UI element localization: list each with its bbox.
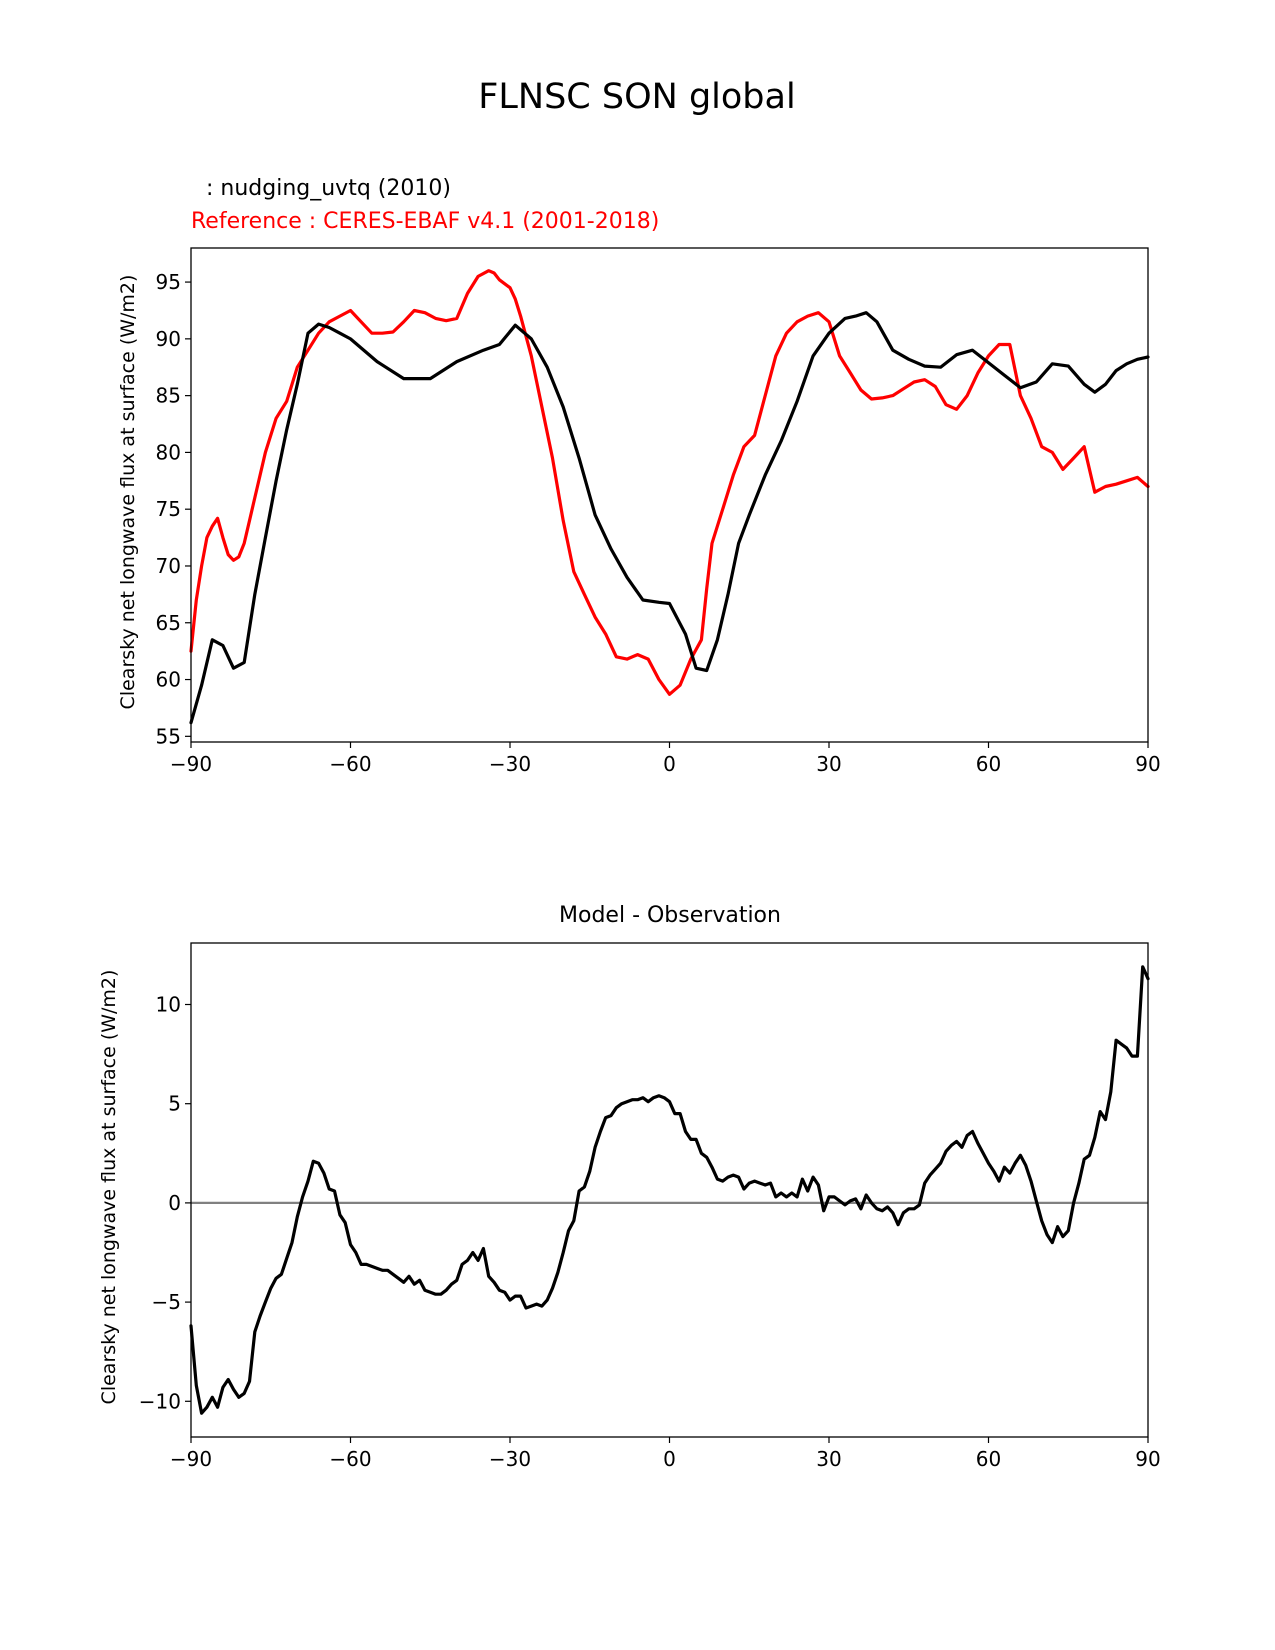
- bottom-y-tick-label: 10: [156, 993, 181, 1017]
- top-y-tick-label: 75: [156, 497, 181, 521]
- bottom-y-tick-label: −5: [152, 1290, 181, 1314]
- top-x-tick-label: 0: [663, 752, 676, 776]
- top-series-line-reference: [189, 269, 1150, 696]
- top-ticks: −90 −60 −30 0 30 60 90 55 60 65 70 75 80 85 90 95: [156, 270, 1161, 776]
- top-y-axis-label: Clearsky net longwave flux at surface (W…: [117, 275, 139, 710]
- top-x-tick-label: 60: [976, 752, 1001, 776]
- top-y-tick-label: 85: [156, 384, 181, 408]
- bottom-y-axis-label: Clearsky net longwave flux at surface (W…: [98, 970, 120, 1405]
- bottom-y-tick-label: −10: [139, 1389, 181, 1413]
- bottom-title: Model - Observation: [559, 903, 781, 928]
- top-y-tick-label: 60: [156, 668, 181, 692]
- bottom-series-line-difference: [189, 965, 1150, 1415]
- reference-title: Reference : CERES-EBAF v4.1 (2001-2018): [191, 209, 659, 234]
- bottom-x-tick-label: 60: [976, 1447, 1001, 1471]
- bottom-axes-frame: [190, 942, 1149, 1438]
- top-y-tick-label: 55: [156, 724, 181, 748]
- bottom-x-tick-label: −60: [329, 1447, 371, 1471]
- top-x-tick-label: −90: [170, 752, 212, 776]
- bottom-ticks: −90 −60 −30 0 30 60 90 −10 −5 0 5 10: [139, 993, 1161, 1471]
- bottom-x-tick-label: −90: [170, 1447, 212, 1471]
- top-y-tick-label: 95: [156, 270, 181, 294]
- top-x-tick-label: 30: [816, 752, 841, 776]
- bottom-x-tick-label: 0: [663, 1447, 676, 1471]
- bottom-x-tick-label: 30: [816, 1447, 841, 1471]
- top-x-tick-label: 90: [1135, 752, 1160, 776]
- top-x-tick-label: −60: [329, 752, 371, 776]
- top-y-tick-label: 70: [156, 554, 181, 578]
- bottom-plot-area: [189, 965, 1150, 1415]
- test-title: : nudging_uvtq (2010): [206, 176, 451, 201]
- bottom-y-tick-label: 5: [168, 1092, 181, 1116]
- bottom-x-tick-label: 90: [1135, 1447, 1160, 1471]
- top-plot-area: [189, 269, 1150, 725]
- top-axes-frame: [190, 247, 1149, 743]
- bottom-x-tick-label: −30: [489, 1447, 531, 1471]
- top-series-line-test: [189, 311, 1150, 725]
- top-y-tick-label: 65: [156, 611, 181, 635]
- top-y-tick-label: 80: [156, 440, 181, 464]
- figure-suptitle: FLNSC SON global: [478, 77, 795, 117]
- top-x-tick-label: −30: [489, 752, 531, 776]
- top-y-tick-label: 90: [156, 327, 181, 351]
- bottom-panel: Model - Observation Clearsky net longwav…: [98, 903, 1161, 1471]
- top-panel: : nudging_uvtq (2010) Reference : CERES-…: [117, 176, 1161, 776]
- bottom-y-tick-label: 0: [168, 1191, 181, 1215]
